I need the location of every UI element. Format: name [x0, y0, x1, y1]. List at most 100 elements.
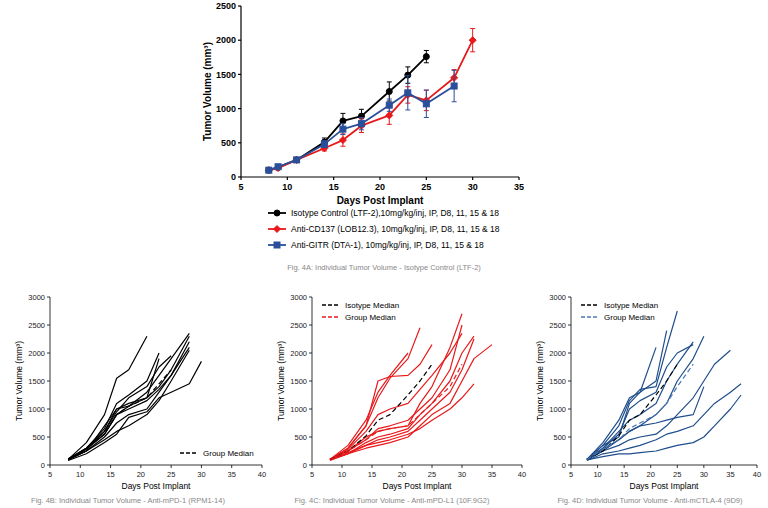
marker-diamond — [265, 167, 272, 174]
y-tick-label: 0 — [41, 461, 45, 470]
error-cap — [359, 129, 364, 130]
x-tick-label: 5 — [238, 182, 243, 192]
series-line — [587, 395, 741, 460]
x-axis-label: Days Post Implant — [383, 481, 453, 491]
series-line — [269, 57, 427, 171]
x-tick — [677, 465, 678, 468]
x-tick-label: 30 — [700, 470, 708, 479]
x-tick-label: 25 — [673, 470, 681, 479]
error-bar — [405, 76, 410, 110]
error-bar — [424, 90, 429, 117]
x-tick-label: 25 — [428, 470, 436, 479]
x-tick-label: 10 — [76, 470, 84, 479]
series-line — [68, 361, 201, 460]
series-line — [68, 356, 171, 460]
series-line — [68, 353, 159, 459]
series-line — [587, 336, 704, 460]
x-tick-label: 35 — [514, 182, 524, 192]
marker-square — [321, 141, 327, 147]
error-cap — [387, 124, 392, 125]
y-tick — [568, 409, 571, 410]
y-tick — [309, 381, 312, 382]
x-tick-label: 15 — [368, 470, 376, 479]
series-line — [587, 342, 693, 460]
x-tick — [379, 177, 380, 180]
x-tick-label: 35 — [488, 470, 496, 479]
x-tick-label: 20 — [375, 182, 385, 192]
x-tick — [342, 465, 343, 468]
y-tick-label: 1000 — [290, 405, 307, 414]
y-tick — [309, 437, 312, 438]
y-tick — [238, 5, 241, 6]
legend-swatch — [322, 316, 340, 317]
y-tick-label: 2500 — [290, 321, 307, 330]
x-tick — [624, 465, 625, 468]
x-tick — [426, 177, 427, 180]
error-cap — [387, 99, 392, 100]
y-tick — [238, 40, 241, 41]
series-line — [330, 339, 474, 459]
y-tick — [238, 176, 241, 177]
y-tick — [238, 108, 241, 109]
marker-diamond — [275, 165, 282, 172]
x-tick-label: 35 — [726, 470, 734, 479]
y-tick — [309, 325, 312, 326]
chart: 510152025303540050010001500200025003000D… — [14, 293, 266, 505]
error-cap — [322, 138, 327, 139]
y-tick — [309, 353, 312, 354]
page: {"chart_data": [ {"type": "line", "title… — [0, 0, 768, 508]
x-tick-label: 40 — [518, 470, 526, 479]
marker-square — [274, 242, 280, 248]
legend-label: Isotype Median — [604, 301, 658, 310]
series-line — [68, 333, 189, 459]
marker-diamond — [339, 137, 346, 144]
legend-label: Group Median — [203, 449, 254, 458]
x-tick — [262, 465, 263, 468]
marker-square — [358, 121, 364, 127]
x-tick-label: 20 — [647, 470, 655, 479]
legend-label: Group Median — [604, 313, 655, 322]
error-cap — [340, 123, 345, 124]
series-line — [330, 325, 462, 459]
x-axis-label: Days Post Implant — [337, 195, 424, 206]
legend: Group Median — [180, 449, 254, 458]
x-tick — [402, 465, 403, 468]
x-tick-label: 40 — [258, 470, 266, 479]
caption: Fig. 4C: Individual Tumor Volume - Anti-… — [294, 496, 490, 505]
y-tick-label: 1500 — [216, 70, 236, 80]
x-tick — [201, 465, 202, 468]
error-cap — [340, 146, 345, 147]
y-tick-label: 2000 — [216, 35, 236, 45]
y-tick-label: 2000 — [28, 349, 45, 358]
y-tick-label: 500 — [294, 433, 307, 442]
x-tick — [312, 465, 313, 468]
error-cap — [424, 50, 429, 51]
marker-circle — [275, 164, 281, 170]
x-tick-label: 30 — [197, 470, 205, 479]
x-tick — [231, 465, 232, 468]
y-tick-label: 1500 — [549, 377, 566, 386]
series-line — [587, 311, 677, 459]
error-bar — [359, 117, 364, 129]
y-tick — [47, 353, 50, 354]
error-cap — [424, 62, 429, 63]
x-tick — [650, 465, 651, 468]
y-tick — [47, 409, 50, 410]
legend-label: Group Median — [345, 313, 396, 322]
series-line — [68, 350, 189, 459]
y-tick — [568, 465, 571, 466]
legend-swatch — [581, 316, 599, 317]
x-tick — [432, 465, 433, 468]
error-cap — [470, 51, 475, 52]
chart: 510152025303540050010001500200025003000D… — [276, 293, 526, 505]
y-tick-label: 2500 — [28, 321, 45, 330]
y-tick-label: 0 — [231, 172, 236, 182]
y-axis-label: Tumor Volume (mm³) — [14, 341, 24, 421]
y-tick-label: 1500 — [28, 377, 45, 386]
legend: Isotype MedianGroup Median — [322, 301, 399, 322]
chart: 510152025303505001000150020002500Days Po… — [202, 1, 524, 272]
x-tick-label: 10 — [338, 470, 346, 479]
x-tick — [140, 465, 141, 468]
x-axis — [50, 465, 262, 466]
series-line — [587, 345, 693, 460]
